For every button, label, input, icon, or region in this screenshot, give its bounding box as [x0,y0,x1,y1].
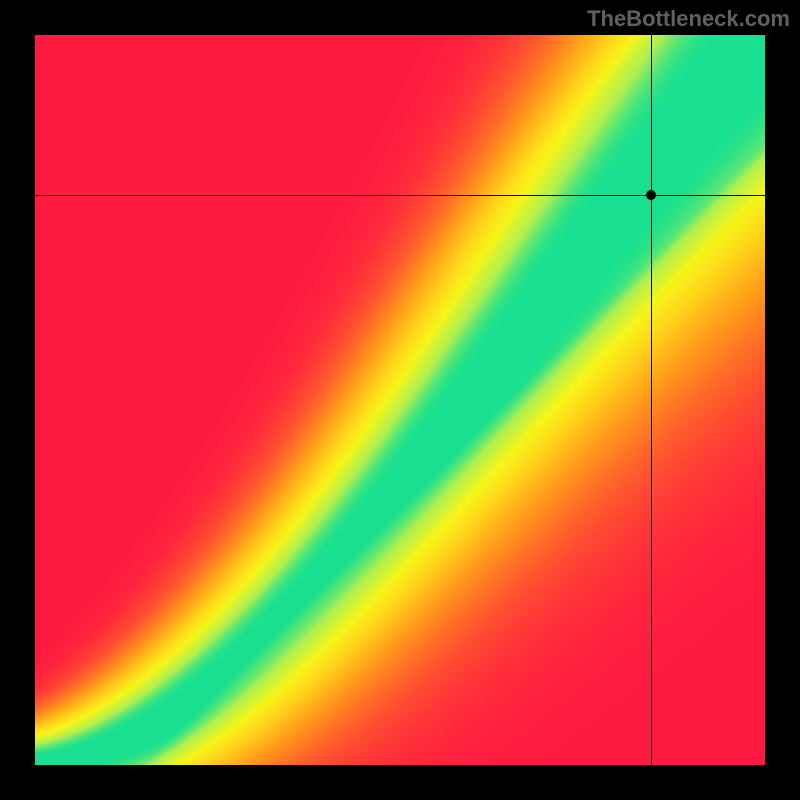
bottleneck-heatmap [35,35,765,765]
crosshair-marker-dot [646,190,656,200]
watermark-text: TheBottleneck.com [587,6,790,32]
crosshair-horizontal-line [0,195,800,196]
crosshair-vertical-line [651,0,652,800]
